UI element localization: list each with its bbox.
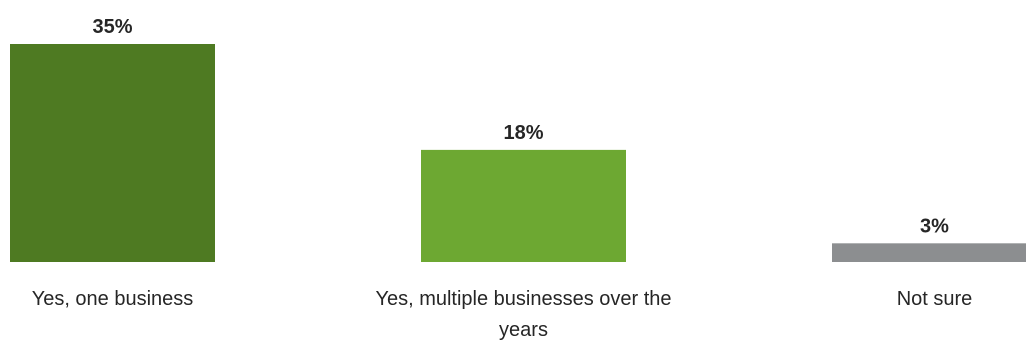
category-label-3: Not sure bbox=[897, 288, 973, 310]
category-labels-group: Yes, one business Yes, multiple businesse… bbox=[32, 288, 973, 341]
bar-3 bbox=[832, 243, 1026, 262]
value-labels-group: 35% 18% 3% bbox=[92, 16, 949, 237]
value-label-1: 35% bbox=[92, 16, 132, 38]
category-label-2: Yes, multiple businesses over the years bbox=[375, 288, 671, 341]
bars-group bbox=[10, 44, 1026, 262]
bar-1 bbox=[10, 44, 215, 262]
category-label-line: years bbox=[499, 319, 548, 341]
category-label-line: Yes, one business bbox=[32, 288, 194, 310]
value-label-2: 18% bbox=[503, 122, 543, 144]
value-label-3: 3% bbox=[920, 215, 949, 237]
bar-2 bbox=[421, 149, 626, 262]
category-label-line: Not sure bbox=[897, 288, 973, 310]
category-label-line: Yes, multiple businesses over the bbox=[375, 288, 671, 310]
category-label-1: Yes, one business bbox=[32, 288, 194, 310]
